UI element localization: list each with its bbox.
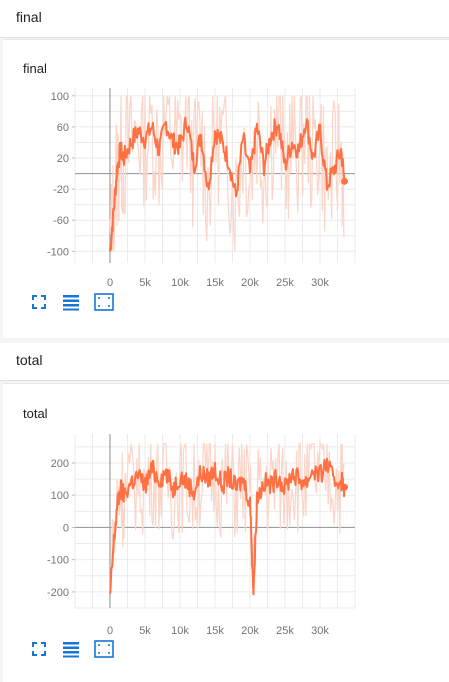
card-title: total — [23, 406, 48, 421]
series-end-point — [341, 177, 348, 185]
x-tick-label: 30k — [311, 625, 329, 637]
chart-card-total: total 200 100 0 -100 -200 0 5k 10k 15k 20k 25k 30k — [3, 383, 449, 682]
data-table-button[interactable] — [62, 293, 80, 311]
fit-domain-icon — [94, 293, 114, 311]
fullscreen-icon — [32, 295, 46, 309]
fit-domain-button[interactable] — [94, 640, 114, 658]
x-tick-label: 0 — [107, 277, 113, 289]
data-table-icon — [63, 295, 79, 311]
y-tick-label: 0 — [63, 522, 69, 534]
smoothed-series-line — [109, 457, 346, 596]
chart-final: 100 60 20 -20 -60 -100 0 5k 10k 15k 20k 25k 30k — [47, 88, 356, 289]
y-tick-label: -200 — [47, 587, 69, 599]
y-tick-label: 60 — [57, 122, 69, 134]
section-title: final — [16, 9, 42, 25]
y-tick-label: -100 — [47, 555, 69, 567]
fit-domain-button[interactable] — [94, 293, 114, 311]
y-tick-label: -100 — [47, 246, 69, 258]
y-tick-label: 20 — [57, 153, 69, 165]
raw-series-line — [110, 441, 345, 567]
fullscreen-icon — [32, 642, 46, 656]
x-tick-label: 10k — [171, 277, 189, 289]
fullscreen-button[interactable] — [30, 640, 48, 658]
x-tick-label: 25k — [276, 277, 294, 289]
y-tick-label: -20 — [53, 184, 69, 196]
chart-card-final: final 100 60 20 -20 -60 -100 0 5k 10k 15k 20k 25k 30… — [3, 39, 449, 338]
fit-domain-icon — [94, 640, 114, 658]
x-tick-label: 10k — [171, 625, 189, 637]
x-tick-label: 0 — [107, 625, 113, 637]
x-tick-label: 20k — [241, 277, 259, 289]
x-tick-label: 15k — [206, 625, 224, 637]
section-header-final[interactable]: final — [0, 0, 449, 38]
y-tick-label: 100 — [51, 490, 69, 502]
fullscreen-button[interactable] — [30, 293, 48, 311]
card-title: final — [23, 61, 47, 76]
data-table-icon — [63, 642, 79, 658]
series-end-point — [341, 483, 348, 491]
y-tick-label: -60 — [53, 215, 69, 227]
section-title: total — [16, 352, 43, 368]
y-tick-label: 100 — [51, 91, 69, 103]
x-tick-label: 30k — [311, 277, 329, 289]
x-tick-label: 15k — [206, 277, 224, 289]
x-tick-label: 20k — [241, 625, 259, 637]
x-tick-label: 5k — [139, 277, 151, 289]
x-tick-label: 25k — [276, 625, 294, 637]
y-tick-label: 200 — [51, 458, 69, 470]
section-header-total[interactable]: total — [0, 343, 449, 381]
raw-series-line — [109, 95, 345, 252]
smoothed-series-line — [109, 116, 346, 252]
x-tick-label: 5k — [139, 625, 151, 637]
data-table-button[interactable] — [62, 640, 80, 658]
chart-total: 200 100 0 -100 -200 0 5k 10k 15k 20k 25k 30k — [47, 434, 356, 637]
